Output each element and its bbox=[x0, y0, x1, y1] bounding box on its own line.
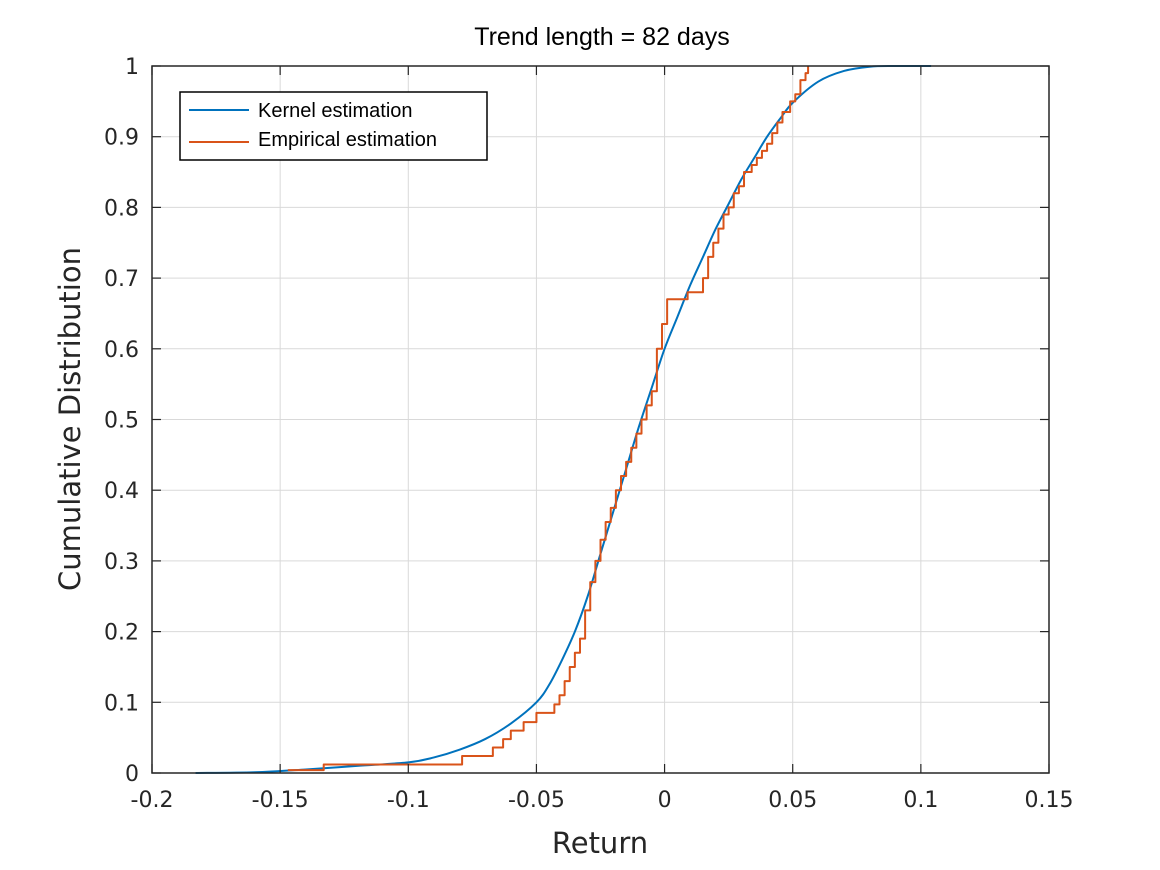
y-tick-label: 0.3 bbox=[104, 550, 139, 575]
x-tick-label: -0.05 bbox=[508, 788, 565, 813]
y-tick-label: 0.4 bbox=[104, 479, 139, 504]
x-tick-label: -0.1 bbox=[387, 788, 430, 813]
grid-lines bbox=[152, 66, 1049, 773]
x-tick-label: 0.1 bbox=[903, 788, 938, 813]
y-tick-label: 0.1 bbox=[104, 691, 139, 716]
x-tick-label: -0.15 bbox=[252, 788, 309, 813]
y-tick-label: 0.9 bbox=[104, 126, 139, 151]
x-tick-label: 0 bbox=[658, 788, 672, 813]
x-tick-label: -0.2 bbox=[131, 788, 174, 813]
y-tick-label: 0.6 bbox=[104, 338, 139, 363]
y-tick-label: 0.5 bbox=[104, 409, 139, 434]
axis-ticks: -0.2 -0.15 -0.1 -0.05 0 0.05 0.1 0.15 0 0.1 0.2 0.3… bbox=[104, 55, 1073, 813]
x-tick-label: 0.05 bbox=[768, 788, 817, 813]
y-tick-label: 0.8 bbox=[104, 196, 139, 221]
y-tick-label: 0 bbox=[125, 762, 139, 787]
y-tick-label: 1 bbox=[125, 55, 139, 80]
x-tick-label: 0.15 bbox=[1025, 788, 1074, 813]
legend: Kernel estimation Empirical estimation bbox=[179, 91, 488, 161]
x-axis-label: Return bbox=[552, 826, 648, 860]
empirical-series-line bbox=[287, 66, 810, 772]
legend-label-kernel: Kernel estimation bbox=[258, 100, 413, 122]
y-tick-label: 0.7 bbox=[104, 267, 139, 292]
legend-box bbox=[179, 91, 488, 161]
series-layer bbox=[195, 64, 932, 774]
chart-title: Trend length = 82 days bbox=[474, 23, 730, 51]
y-tick-label: 0.2 bbox=[104, 621, 139, 646]
y-axis-label: Cumulative Distribution bbox=[53, 247, 87, 591]
legend-label-empirical: Empirical estimation bbox=[258, 129, 437, 151]
